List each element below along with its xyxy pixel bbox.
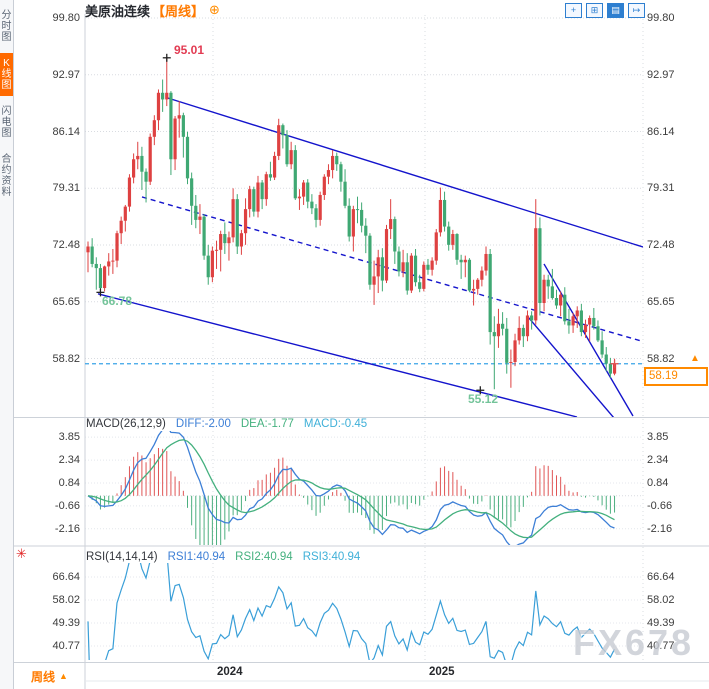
macd-axis-label-left: 0.84: [58, 477, 80, 489]
rsi-axis-label-right: 58.02: [647, 593, 675, 606]
main-axis-label-right: 72.48: [647, 239, 675, 251]
sidebar-tab-2[interactable]: 闪电图: [1, 106, 12, 139]
chart-style-icon[interactable]: ▤: [607, 3, 624, 18]
period-selector-label: 周线: [31, 669, 56, 684]
main-axis-label-left: 86.14: [52, 125, 80, 138]
main-axis-label-left: 58.82: [52, 352, 80, 365]
period-tag[interactable]: 【周线】: [152, 3, 205, 19]
main-axis-label-right: 86.14: [647, 125, 675, 138]
rsi-axis-label-right: 49.39: [647, 617, 675, 630]
rsi-legend: RSI(14,14,14) RSI1:40.94 RSI2:40.94 RSI3…: [86, 551, 360, 563]
main-axis-label-left: 65.65: [52, 295, 80, 308]
rsi1-value: RSI1:40.94: [167, 551, 226, 563]
trendline-lower-channel: [97, 293, 578, 417]
sidebar-tab-3[interactable]: 合约资料: [1, 154, 12, 198]
rsi-title[interactable]: RSI(14,14,14): [86, 551, 158, 563]
macd-diff-value: DIFF:-2.00: [175, 418, 231, 430]
rsi-axis-label-left: 58.02: [52, 593, 80, 606]
trendline-steep-upper: [543, 263, 634, 417]
macd-plot: [87, 431, 616, 545]
macd-value: MACD:-0.45: [303, 418, 368, 430]
macd-dea-value: DEA:-1.77: [240, 418, 294, 430]
rsi2-value: RSI2:40.94: [235, 551, 293, 563]
symbol-title: 美原油连续: [85, 3, 151, 19]
trendline-upper-channel: [166, 97, 643, 248]
macd-axis-label-left: 2.34: [58, 454, 80, 467]
rsi3-value: RSI3:40.94: [302, 551, 361, 563]
price-up-arrow-icon: ▲: [690, 353, 700, 364]
axis-scale-icon[interactable]: ⊞: [586, 3, 603, 18]
main-axis-label-right: 79.31: [647, 182, 675, 195]
x-axis-year-label: 2025: [429, 666, 455, 678]
chart-header: 美原油连续 【周线】 ⊕: [85, 2, 220, 19]
rsi-plot: [87, 563, 616, 660]
macd-axis-label-right: 0.84: [647, 477, 669, 489]
trendline-start-annotation: 66.78: [102, 294, 133, 308]
rsi-axis-label-left: 49.39: [52, 617, 80, 630]
macd-legend: MACD(26,12,9) DIFF:-2.00 DEA:-1.77 MACD:…: [86, 418, 367, 430]
trendline-steep-lower: [527, 316, 615, 417]
macd-axis-label-left: -0.66: [54, 499, 80, 512]
main-axis-label-left: 79.31: [52, 182, 80, 195]
main-axis-label-right: 65.65: [647, 295, 675, 308]
main-axis-label-right: 99.80: [647, 12, 675, 24]
macd-axis-label-left: -2.16: [54, 522, 80, 535]
macd-axis-label-right: 3.85: [647, 431, 669, 444]
chart-toolbar: + ⊞ ▤ ↦: [565, 3, 645, 18]
main-axis-label-left: 92.97: [52, 68, 80, 81]
macd-title[interactable]: MACD(26,12,9): [86, 418, 166, 430]
macd-axis-label-right: -2.16: [647, 522, 673, 535]
add-indicator-icon[interactable]: ⊕: [209, 2, 220, 17]
high-price-annotation: 95.01: [174, 43, 205, 57]
last-price-tag: 58.19: [644, 367, 708, 386]
rsi-axis-label-right: 40.77: [647, 640, 675, 653]
main-axis-label-left: 72.48: [52, 239, 80, 251]
x-axis-year-label: 2024: [217, 666, 243, 678]
pop-out-icon[interactable]: ↦: [628, 3, 645, 18]
macd-axis-label-right: 2.34: [647, 454, 669, 467]
macd-axis-label-right: -0.66: [647, 499, 673, 512]
rsi-axis-label-left: 40.77: [52, 640, 80, 653]
sidebar-tab-0[interactable]: 分时图: [1, 10, 12, 43]
candles: [86, 57, 617, 390]
main-axis-label-right: 92.97: [647, 68, 675, 81]
pan-icon[interactable]: +: [565, 3, 582, 18]
trendline-mid-channel: [141, 196, 643, 343]
macd-axis-label-left: 3.85: [58, 431, 80, 444]
low-price-annotation: 55.12: [468, 392, 499, 406]
rsi-axis-label-left: 66.64: [52, 571, 80, 583]
period-selector-arrow-icon: ▲: [59, 671, 68, 681]
main-axis-label-right: 58.82: [647, 352, 675, 365]
indicator-settings-icon[interactable]: ✳: [16, 546, 27, 561]
watermark: FX678: [573, 622, 695, 663]
main-axis-label-left: 99.80: [52, 12, 80, 24]
rsi-axis-label-right: 66.64: [647, 571, 675, 583]
period-selector-tab[interactable]: 周线 ▲: [14, 664, 85, 688]
